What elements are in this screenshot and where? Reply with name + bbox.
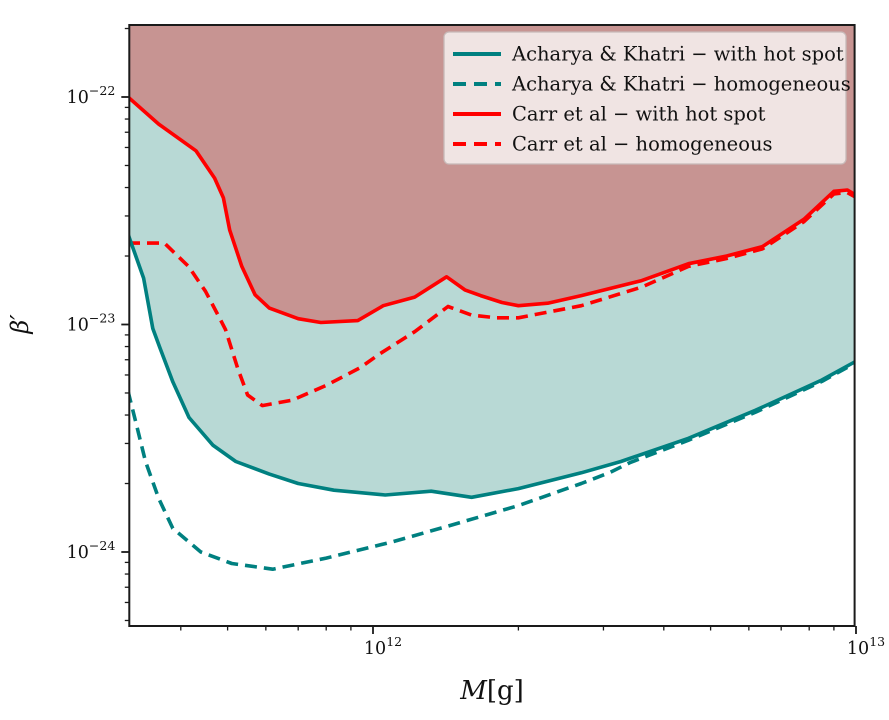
curve-carr-et-al-with-hot-spot — [129, 95, 855, 325]
curve-acharya-khatri-with-hot-spot — [129, 233, 855, 500]
legend-item-label: Acharya & Khatri − with hot spot — [511, 43, 844, 66]
legend-item-label: Acharya & Khatri − homogeneous — [511, 73, 851, 96]
curve-carr-et-al-homogeneous — [129, 190, 855, 408]
legend: Acharya & Khatri − with hot spot Acharya … — [443, 31, 851, 165]
x-axis-label: M[g] — [459, 676, 524, 706]
legend-item-label: Carr et al − with hot spot — [512, 103, 766, 126]
tick-label: 10−23 — [67, 311, 116, 336]
y-axis-label: β′ — [6, 314, 34, 335]
tick-label: 1012 — [364, 634, 402, 659]
legend-item-label: Carr et al − homogeneous — [512, 133, 773, 156]
legend-item-3: Carr et al − with hot spot — [453, 103, 766, 126]
legend-item-1: Acharya & Khatri − with hot spot — [453, 43, 844, 66]
chart-root: 1012 1013 10−22 10−23 10−24 Acharya & Khatri … — [67, 24, 886, 659]
legend-box — [443, 31, 847, 165]
tick-labels: 1012 1013 10−22 10−23 10−24 — [67, 83, 886, 659]
plot-border — [128, 24, 856, 627]
tick-label: 1013 — [847, 634, 885, 659]
tick-label: 10−22 — [67, 83, 116, 108]
legend-item-4: Carr et al − homogeneous — [453, 133, 773, 156]
legend-item-2: Acharya & Khatri − homogeneous — [453, 73, 851, 96]
tick-label: 10−24 — [67, 538, 116, 563]
axis-ticks — [121, 27, 857, 634]
